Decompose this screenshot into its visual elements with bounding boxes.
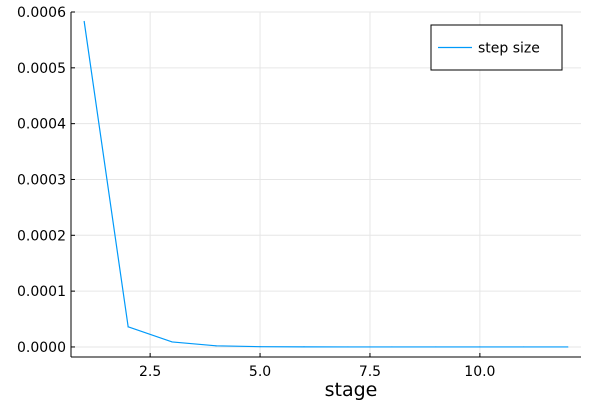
series-line-step-size xyxy=(83,21,568,348)
y-tick-label-4: 0.0004 xyxy=(17,117,66,133)
x-tick-label-3: 10.0 xyxy=(464,364,495,380)
data-point-1 xyxy=(127,326,129,328)
series-layer xyxy=(83,20,569,348)
data-point-9 xyxy=(479,346,481,348)
data-point-2 xyxy=(171,341,173,343)
x-tick-label-0: 2.5 xyxy=(139,364,161,380)
x-tick-label-1: 5.0 xyxy=(249,364,271,380)
data-point-6 xyxy=(347,346,349,348)
y-tick-label-6: 0.0006 xyxy=(17,5,66,21)
x-axis-title: stage xyxy=(325,379,378,400)
data-point-3 xyxy=(215,345,217,347)
data-point-0 xyxy=(83,20,85,23)
tick-labels: 2.5 5.0 7.5 10.0 0.0000 0.0001 0.0002 0.0003 0.0… xyxy=(17,5,495,380)
data-point-7 xyxy=(391,346,393,348)
y-tick-label-1: 0.0001 xyxy=(17,284,66,300)
y-tick-label-5: 0.0005 xyxy=(17,61,66,77)
legend: step size xyxy=(430,24,563,71)
y-tick-label-0: 0.0000 xyxy=(17,340,66,356)
data-point-10 xyxy=(523,346,525,348)
data-point-5 xyxy=(303,346,305,348)
y-tick-label-3: 0.0003 xyxy=(17,172,66,188)
axes xyxy=(70,11,581,358)
legend-label-0: step size xyxy=(478,41,540,57)
x-tick-label-2: 7.5 xyxy=(359,364,381,380)
data-point-11 xyxy=(567,346,569,348)
data-point-4 xyxy=(259,346,261,348)
data-point-8 xyxy=(435,346,437,348)
y-tick-label-2: 0.0002 xyxy=(17,228,66,244)
